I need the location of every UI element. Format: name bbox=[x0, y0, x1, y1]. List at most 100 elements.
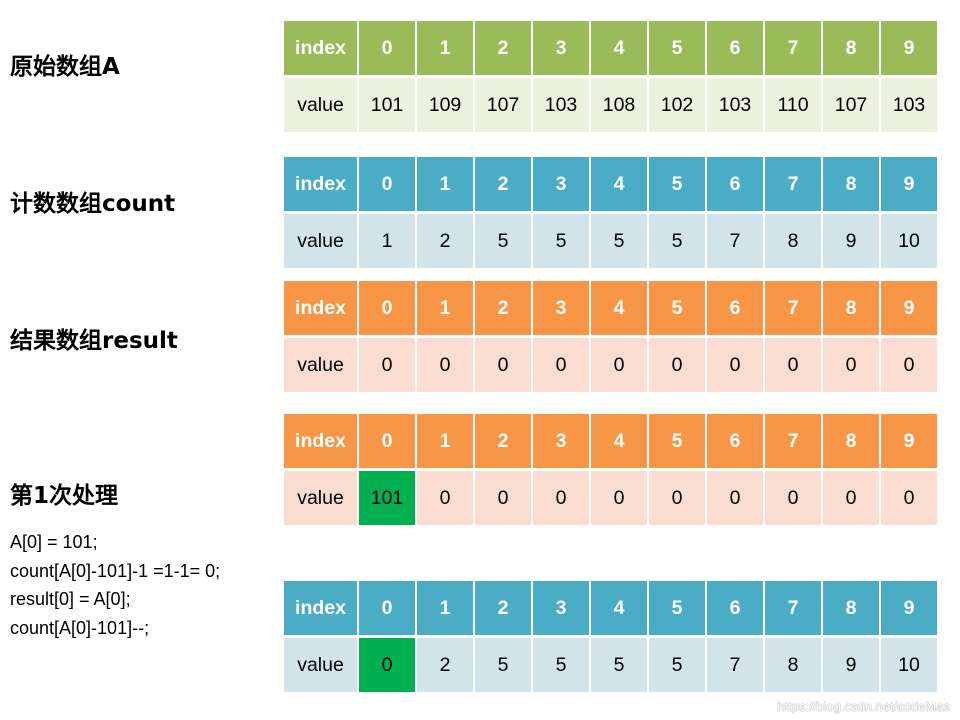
watermark: https://blog.csdn.net/codeMas bbox=[777, 699, 950, 714]
value-row: value 0 0 0 0 0 0 0 0 0 0 bbox=[284, 338, 941, 392]
index-cell: 6 bbox=[707, 281, 763, 335]
value-cell: 5 bbox=[475, 638, 531, 692]
highlighted-value-cell: 0 bbox=[359, 638, 415, 692]
index-cell: 3 bbox=[533, 281, 589, 335]
value-cell: 10 bbox=[881, 638, 937, 692]
value-cell: 8 bbox=[765, 214, 821, 268]
value-cell: 5 bbox=[591, 214, 647, 268]
index-cell: 5 bbox=[649, 581, 705, 635]
value-row: value 1 2 5 5 5 5 7 8 9 10 bbox=[284, 214, 941, 268]
index-cell: 4 bbox=[591, 581, 647, 635]
index-cell: 0 bbox=[359, 581, 415, 635]
value-cell: 0 bbox=[417, 471, 473, 525]
value-cell: 103 bbox=[881, 78, 937, 132]
value-cell: 0 bbox=[649, 338, 705, 392]
value-cell: 0 bbox=[475, 338, 531, 392]
index-cell: 5 bbox=[649, 157, 705, 211]
value-cell: 7 bbox=[707, 214, 763, 268]
index-cell: 8 bbox=[823, 414, 879, 468]
index-cell: 3 bbox=[533, 21, 589, 75]
value-row: value 101 0 0 0 0 0 0 0 0 0 bbox=[284, 471, 941, 525]
value-header-cell: value bbox=[284, 471, 357, 525]
value-cell: 102 bbox=[649, 78, 705, 132]
index-cell: 8 bbox=[823, 157, 879, 211]
value-cell: 0 bbox=[359, 338, 415, 392]
value-cell: 5 bbox=[591, 638, 647, 692]
index-cell: 1 bbox=[417, 281, 473, 335]
value-cell: 0 bbox=[533, 338, 589, 392]
value-cell: 5 bbox=[533, 638, 589, 692]
code-line: count[A[0]-101]-1 =1-1= 0; bbox=[10, 560, 221, 581]
value-cell: 0 bbox=[765, 338, 821, 392]
value-cell: 103 bbox=[533, 78, 589, 132]
value-cell: 107 bbox=[823, 78, 879, 132]
index-cell: 4 bbox=[591, 414, 647, 468]
index-cell: 8 bbox=[823, 581, 879, 635]
index-cell: 3 bbox=[533, 157, 589, 211]
table-array-a: index 0 1 2 3 4 5 6 7 8 9 value 101 109 107 103 108 102 10… bbox=[284, 21, 941, 132]
index-cell: 3 bbox=[533, 414, 589, 468]
value-cell: 0 bbox=[707, 471, 763, 525]
index-cell: 8 bbox=[823, 21, 879, 75]
index-cell: 6 bbox=[707, 157, 763, 211]
index-cell: 7 bbox=[765, 21, 821, 75]
value-cell: 0 bbox=[881, 338, 937, 392]
index-cell: 6 bbox=[707, 21, 763, 75]
index-cell: 1 bbox=[417, 21, 473, 75]
value-cell: 0 bbox=[533, 471, 589, 525]
code-line: A[0] = 101; bbox=[10, 532, 98, 552]
index-cell: 5 bbox=[649, 414, 705, 468]
index-header-cell: index bbox=[284, 581, 357, 635]
index-cell: 0 bbox=[359, 281, 415, 335]
index-row: index 0 1 2 3 4 5 6 7 8 9 bbox=[284, 414, 941, 471]
index-header-cell: index bbox=[284, 281, 357, 335]
index-cell: 2 bbox=[475, 21, 531, 75]
value-cell: 0 bbox=[765, 471, 821, 525]
index-cell: 7 bbox=[765, 414, 821, 468]
value-cell: 9 bbox=[823, 214, 879, 268]
index-cell: 6 bbox=[707, 581, 763, 635]
value-header-cell: value bbox=[284, 214, 357, 268]
value-cell: 110 bbox=[765, 78, 821, 132]
index-cell: 7 bbox=[765, 281, 821, 335]
value-row: value 0 2 5 5 5 5 7 8 9 10 bbox=[284, 638, 941, 692]
index-cell: 9 bbox=[881, 21, 937, 75]
index-cell: 0 bbox=[359, 414, 415, 468]
value-cell: 5 bbox=[649, 214, 705, 268]
index-row: index 0 1 2 3 4 5 6 7 8 9 bbox=[284, 21, 941, 78]
index-cell: 4 bbox=[591, 157, 647, 211]
value-cell: 0 bbox=[591, 471, 647, 525]
index-header-cell: index bbox=[284, 414, 357, 468]
value-header-cell: value bbox=[284, 338, 357, 392]
value-cell: 0 bbox=[707, 338, 763, 392]
value-header-cell: value bbox=[284, 78, 357, 132]
index-cell: 1 bbox=[417, 581, 473, 635]
value-cell: 0 bbox=[881, 471, 937, 525]
index-cell: 9 bbox=[881, 414, 937, 468]
value-cell: 5 bbox=[649, 638, 705, 692]
value-cell: 0 bbox=[417, 338, 473, 392]
value-cell: 101 bbox=[359, 78, 415, 132]
value-cell: 0 bbox=[649, 471, 705, 525]
value-cell: 2 bbox=[417, 638, 473, 692]
index-cell: 9 bbox=[881, 581, 937, 635]
value-cell: 0 bbox=[591, 338, 647, 392]
value-cell: 103 bbox=[707, 78, 763, 132]
value-cell: 0 bbox=[823, 471, 879, 525]
table-result-after-step1: index 0 1 2 3 4 5 6 7 8 9 value 101 0 0 0 0 0 0 0 0 0 bbox=[284, 414, 941, 525]
value-row: value 101 109 107 103 108 102 103 110 107 103 bbox=[284, 78, 941, 132]
highlighted-value-cell: 101 bbox=[359, 471, 415, 525]
index-header-cell: index bbox=[284, 21, 357, 75]
value-cell: 0 bbox=[475, 471, 531, 525]
code-line: result[0] = A[0]; bbox=[10, 589, 131, 609]
index-cell: 5 bbox=[649, 281, 705, 335]
index-row: index 0 1 2 3 4 5 6 7 8 9 bbox=[284, 281, 941, 338]
label-original-array: 原始数组A bbox=[10, 54, 120, 80]
index-cell: 7 bbox=[765, 581, 821, 635]
value-cell: 107 bbox=[475, 78, 531, 132]
index-cell: 2 bbox=[475, 414, 531, 468]
value-cell: 5 bbox=[533, 214, 589, 268]
label-result-array: 结果数组result bbox=[10, 328, 178, 354]
index-cell: 4 bbox=[591, 281, 647, 335]
value-cell: 10 bbox=[881, 214, 937, 268]
